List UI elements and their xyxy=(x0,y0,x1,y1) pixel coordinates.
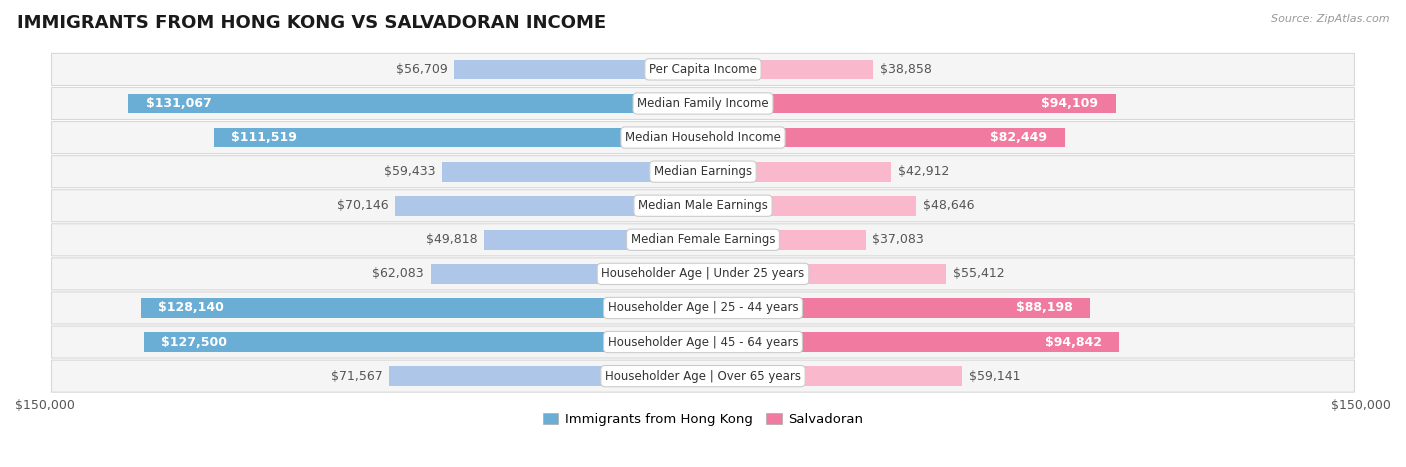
FancyBboxPatch shape xyxy=(52,190,1354,222)
Text: Householder Age | 45 - 64 years: Householder Age | 45 - 64 years xyxy=(607,336,799,348)
Text: Median Male Earnings: Median Male Earnings xyxy=(638,199,768,212)
FancyBboxPatch shape xyxy=(52,224,1354,256)
Text: $55,412: $55,412 xyxy=(953,268,1004,280)
Bar xyxy=(703,196,917,216)
Bar xyxy=(703,59,873,79)
Bar xyxy=(143,332,703,352)
FancyBboxPatch shape xyxy=(52,156,1354,188)
Text: $111,519: $111,519 xyxy=(232,131,297,144)
Text: $62,083: $62,083 xyxy=(373,268,425,280)
Bar xyxy=(141,298,703,318)
FancyBboxPatch shape xyxy=(52,87,1354,120)
Text: $70,146: $70,146 xyxy=(337,199,388,212)
Bar xyxy=(395,196,703,216)
FancyBboxPatch shape xyxy=(52,121,1354,154)
Text: $38,858: $38,858 xyxy=(880,63,932,76)
Text: $71,567: $71,567 xyxy=(330,369,382,382)
Text: $94,842: $94,842 xyxy=(1045,336,1101,348)
Bar xyxy=(485,230,703,250)
Bar xyxy=(389,366,703,386)
Text: Median Family Income: Median Family Income xyxy=(637,97,769,110)
Text: Householder Age | Under 25 years: Householder Age | Under 25 years xyxy=(602,268,804,280)
Bar xyxy=(703,366,963,386)
Bar xyxy=(443,162,703,182)
FancyBboxPatch shape xyxy=(52,326,1354,358)
Text: Median Female Earnings: Median Female Earnings xyxy=(631,234,775,246)
Bar xyxy=(703,298,1090,318)
FancyBboxPatch shape xyxy=(52,292,1354,324)
Bar xyxy=(703,264,946,284)
Text: $49,818: $49,818 xyxy=(426,234,478,246)
Bar xyxy=(703,162,891,182)
Text: $42,912: $42,912 xyxy=(898,165,949,178)
FancyBboxPatch shape xyxy=(52,360,1354,392)
FancyBboxPatch shape xyxy=(52,53,1354,85)
Bar xyxy=(703,230,866,250)
FancyBboxPatch shape xyxy=(52,258,1354,290)
Text: Source: ZipAtlas.com: Source: ZipAtlas.com xyxy=(1271,14,1389,24)
Text: $88,198: $88,198 xyxy=(1015,302,1073,314)
Bar xyxy=(430,264,703,284)
Text: $128,140: $128,140 xyxy=(159,302,225,314)
Bar xyxy=(454,59,703,79)
Text: Householder Age | Over 65 years: Householder Age | Over 65 years xyxy=(605,369,801,382)
Text: $94,109: $94,109 xyxy=(1042,97,1098,110)
Text: Householder Age | 25 - 44 years: Householder Age | 25 - 44 years xyxy=(607,302,799,314)
Bar xyxy=(703,127,1064,148)
Text: Median Earnings: Median Earnings xyxy=(654,165,752,178)
Text: $56,709: $56,709 xyxy=(396,63,447,76)
Text: Median Household Income: Median Household Income xyxy=(626,131,780,144)
Text: $82,449: $82,449 xyxy=(990,131,1047,144)
Text: $48,646: $48,646 xyxy=(922,199,974,212)
Bar xyxy=(703,93,1116,113)
Text: $127,500: $127,500 xyxy=(162,336,228,348)
Text: $59,141: $59,141 xyxy=(969,369,1021,382)
Bar xyxy=(128,93,703,113)
Bar xyxy=(214,127,703,148)
Text: Per Capita Income: Per Capita Income xyxy=(650,63,756,76)
Text: $59,433: $59,433 xyxy=(384,165,436,178)
Bar xyxy=(703,332,1119,352)
Text: IMMIGRANTS FROM HONG KONG VS SALVADORAN INCOME: IMMIGRANTS FROM HONG KONG VS SALVADORAN … xyxy=(17,14,606,32)
Legend: Immigrants from Hong Kong, Salvadoran: Immigrants from Hong Kong, Salvadoran xyxy=(537,407,869,431)
Text: $37,083: $37,083 xyxy=(872,234,924,246)
Text: $131,067: $131,067 xyxy=(146,97,211,110)
